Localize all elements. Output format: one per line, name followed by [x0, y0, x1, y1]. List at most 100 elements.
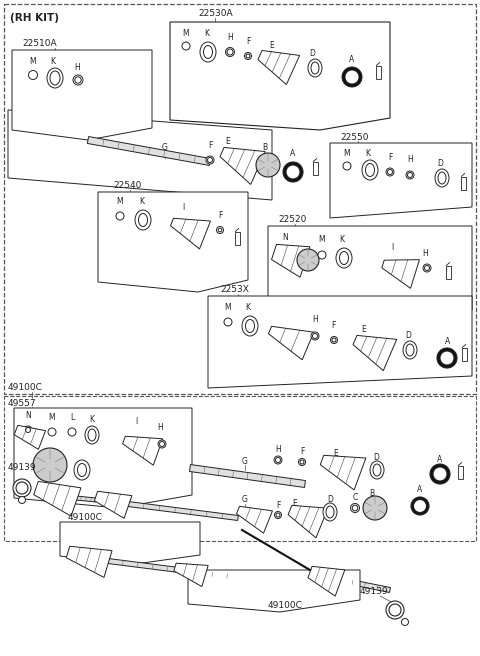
- Ellipse shape: [135, 210, 151, 230]
- Circle shape: [33, 448, 67, 482]
- Polygon shape: [320, 455, 366, 490]
- Circle shape: [276, 513, 280, 517]
- Text: D: D: [373, 453, 379, 462]
- Circle shape: [401, 619, 408, 626]
- Text: K: K: [339, 236, 345, 245]
- Text: F: F: [276, 501, 280, 510]
- Text: N: N: [25, 411, 31, 420]
- Text: B: B: [263, 144, 267, 152]
- Ellipse shape: [373, 464, 381, 476]
- Polygon shape: [268, 326, 314, 360]
- Circle shape: [433, 467, 447, 481]
- Circle shape: [244, 52, 252, 60]
- Text: 49139: 49139: [360, 588, 389, 596]
- Circle shape: [297, 249, 319, 271]
- Text: 22550: 22550: [340, 133, 369, 142]
- Text: E: E: [226, 138, 230, 146]
- Text: D: D: [405, 331, 411, 340]
- Circle shape: [276, 457, 280, 462]
- Text: F: F: [208, 140, 212, 150]
- FancyBboxPatch shape: [457, 466, 463, 478]
- Polygon shape: [339, 577, 391, 592]
- Circle shape: [413, 499, 427, 512]
- Ellipse shape: [311, 62, 319, 74]
- Text: A: A: [437, 455, 443, 464]
- Polygon shape: [220, 148, 265, 184]
- Text: K: K: [204, 30, 209, 39]
- Circle shape: [274, 456, 282, 464]
- Text: F: F: [246, 37, 250, 47]
- Circle shape: [182, 42, 190, 50]
- Polygon shape: [123, 436, 163, 465]
- Ellipse shape: [74, 460, 90, 480]
- Circle shape: [363, 496, 387, 520]
- Ellipse shape: [245, 319, 254, 333]
- Text: (RH KIT): (RH KIT): [10, 13, 59, 23]
- Circle shape: [342, 67, 362, 87]
- Polygon shape: [128, 502, 238, 520]
- Ellipse shape: [85, 426, 99, 444]
- Circle shape: [423, 264, 431, 272]
- Text: B: B: [370, 489, 374, 499]
- Circle shape: [227, 49, 233, 55]
- Ellipse shape: [438, 172, 446, 184]
- Circle shape: [352, 505, 358, 511]
- Text: K: K: [140, 197, 144, 207]
- Text: H: H: [422, 249, 428, 258]
- Circle shape: [331, 337, 337, 344]
- Text: C: C: [352, 493, 358, 501]
- Ellipse shape: [370, 461, 384, 479]
- Circle shape: [246, 54, 250, 58]
- Circle shape: [350, 504, 360, 512]
- Text: D: D: [327, 495, 333, 504]
- Text: H: H: [157, 424, 163, 432]
- Circle shape: [430, 464, 450, 484]
- Circle shape: [256, 153, 280, 177]
- FancyBboxPatch shape: [461, 348, 467, 361]
- Circle shape: [206, 156, 214, 164]
- Text: N: N: [282, 232, 288, 241]
- Ellipse shape: [326, 506, 334, 518]
- Text: 2253X: 2253X: [220, 285, 249, 295]
- Text: E: E: [334, 449, 338, 459]
- FancyBboxPatch shape: [445, 266, 451, 279]
- Text: K: K: [89, 415, 95, 424]
- Circle shape: [389, 604, 401, 616]
- Text: 22510A: 22510A: [22, 39, 57, 47]
- Circle shape: [343, 162, 351, 170]
- Circle shape: [411, 497, 429, 515]
- Text: 49557: 49557: [8, 398, 36, 407]
- Text: M: M: [319, 236, 325, 245]
- Circle shape: [226, 47, 235, 56]
- Ellipse shape: [308, 59, 322, 77]
- Circle shape: [28, 70, 37, 79]
- Text: M: M: [48, 413, 55, 422]
- Circle shape: [424, 266, 430, 270]
- Polygon shape: [208, 296, 472, 388]
- Polygon shape: [87, 136, 211, 165]
- Polygon shape: [190, 464, 305, 487]
- Ellipse shape: [139, 213, 147, 226]
- Circle shape: [48, 428, 56, 436]
- Text: H: H: [74, 62, 80, 72]
- Text: G: G: [162, 144, 168, 152]
- Circle shape: [386, 168, 394, 176]
- Text: E: E: [293, 499, 298, 508]
- Text: D: D: [309, 49, 315, 58]
- Circle shape: [318, 251, 326, 259]
- Polygon shape: [237, 506, 273, 533]
- Text: 49100C: 49100C: [68, 514, 103, 522]
- Polygon shape: [382, 260, 420, 289]
- Circle shape: [332, 338, 336, 342]
- Text: I: I: [135, 417, 137, 426]
- Polygon shape: [258, 51, 300, 85]
- Polygon shape: [8, 110, 272, 200]
- Ellipse shape: [365, 163, 374, 176]
- Text: 49100C: 49100C: [8, 384, 43, 392]
- Text: A: A: [290, 150, 296, 159]
- Text: G: G: [242, 457, 248, 466]
- Ellipse shape: [323, 503, 337, 521]
- Circle shape: [408, 173, 412, 178]
- Text: 49139: 49139: [8, 464, 36, 472]
- Circle shape: [116, 212, 124, 220]
